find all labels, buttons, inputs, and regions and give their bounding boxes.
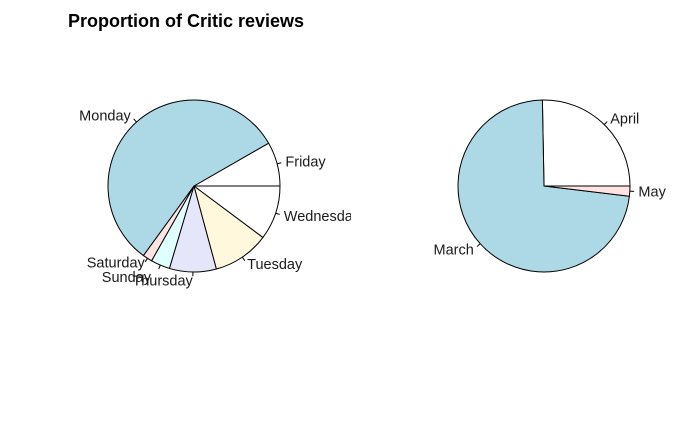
pie-slice-may: [543, 185, 631, 197]
label-tick-friday: [276, 162, 282, 165]
label-tick-sunday: [158, 264, 161, 270]
label-tick-april: [603, 121, 608, 125]
label-tick-tuesday: [241, 256, 246, 261]
slice-label-march: March: [434, 242, 474, 258]
slice-label-saturday: Saturday: [87, 256, 146, 272]
slice-label-tuesday: Tuesday: [247, 257, 303, 273]
pie-chart-month: April March May: [434, 99, 667, 273]
slice-label-may: May: [638, 185, 666, 201]
slice-label-sunday: Sunday: [102, 270, 152, 286]
slice-label-monday: Monday: [79, 109, 131, 125]
slice-label-april: April: [610, 111, 639, 127]
pie-slice-wednesday: [193, 185, 281, 238]
chart-title: Proportion of Critic reviews: [68, 11, 304, 31]
slice-label-friday: Friday: [285, 155, 326, 171]
slice-label-thursday: Thursday: [132, 274, 193, 290]
label-tick-march: [476, 243, 481, 247]
pie-slice-april: [541, 99, 631, 187]
label-tick-saturday: [144, 258, 148, 263]
pie-slice-monday: [107, 99, 270, 257]
slice-label-wednesday: Wednesday: [284, 209, 361, 225]
label-tick-wednesday: [275, 212, 280, 215]
label-tick-monday: [133, 118, 137, 123]
